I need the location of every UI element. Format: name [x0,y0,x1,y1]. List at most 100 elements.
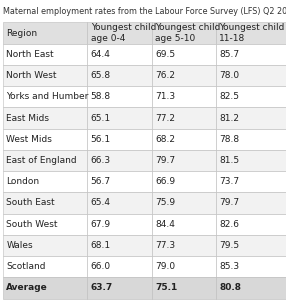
Bar [216,107,286,129]
Bar [152,44,216,65]
Text: 65.1: 65.1 [91,113,111,122]
Text: Region: Region [6,28,37,38]
Bar [87,107,152,129]
Text: 77.2: 77.2 [155,113,175,122]
Bar [216,171,286,192]
Text: 65.8: 65.8 [91,71,111,80]
Text: Yorks and Humber: Yorks and Humber [6,92,89,101]
Bar [152,107,216,129]
Text: 76.2: 76.2 [155,71,175,80]
Bar [3,107,87,129]
Text: North East: North East [6,50,54,59]
Text: Youngest child
age 0-4: Youngest child age 0-4 [91,23,156,43]
Bar [216,65,286,86]
Bar [87,129,152,150]
Text: East of England: East of England [6,156,77,165]
Text: North West: North West [6,71,57,80]
Text: 79.0: 79.0 [155,262,175,271]
Bar [152,277,216,298]
Bar [3,86,87,107]
Bar [152,256,216,277]
Text: Youngest child
age 5-10: Youngest child age 5-10 [155,23,221,43]
Bar [87,277,152,298]
Text: 69.5: 69.5 [155,50,175,59]
Text: 73.7: 73.7 [219,177,239,186]
Text: 82.5: 82.5 [219,92,239,101]
Bar [87,214,152,235]
Bar [216,129,286,150]
Text: 66.3: 66.3 [91,156,111,165]
Text: 79.5: 79.5 [219,241,239,250]
Text: 81.5: 81.5 [219,156,239,165]
Bar [216,192,286,214]
Text: 79.7: 79.7 [219,199,239,208]
Text: South West: South West [6,220,58,229]
Text: 81.2: 81.2 [219,113,239,122]
Text: Scotland: Scotland [6,262,46,271]
Bar [3,22,87,44]
Text: London: London [6,177,39,186]
Bar [152,171,216,192]
Bar [152,129,216,150]
Text: 68.2: 68.2 [155,135,175,144]
Text: Youngest child age
11-18: Youngest child age 11-18 [219,23,286,43]
Bar [152,65,216,86]
Bar [87,235,152,256]
Text: 65.4: 65.4 [91,199,111,208]
Text: South East: South East [6,199,55,208]
Text: 56.7: 56.7 [91,177,111,186]
Text: 75.9: 75.9 [155,199,175,208]
Text: 85.7: 85.7 [219,50,239,59]
Bar [87,192,152,214]
Bar [3,44,87,65]
Bar [216,44,286,65]
Bar [152,150,216,171]
Text: 75.1: 75.1 [155,284,177,292]
Text: 80.8: 80.8 [219,284,241,292]
Bar [152,235,216,256]
Text: 63.7: 63.7 [91,284,113,292]
Bar [3,192,87,214]
Text: 85.3: 85.3 [219,262,239,271]
Text: 56.1: 56.1 [91,135,111,144]
Bar [87,22,152,44]
Bar [152,86,216,107]
Bar [152,192,216,214]
Bar [216,256,286,277]
Text: 67.9: 67.9 [91,220,111,229]
Text: 71.3: 71.3 [155,92,175,101]
Bar [216,150,286,171]
Text: 64.4: 64.4 [91,50,110,59]
Bar [3,235,87,256]
Text: 58.8: 58.8 [91,92,111,101]
Bar [87,86,152,107]
Bar [152,214,216,235]
Bar [216,235,286,256]
Bar [87,44,152,65]
Bar [3,65,87,86]
Bar [3,277,87,298]
Bar [152,22,216,44]
Text: 78.0: 78.0 [219,71,239,80]
Text: 79.7: 79.7 [155,156,175,165]
Bar [216,277,286,298]
Text: West Mids: West Mids [6,135,52,144]
Text: East Mids: East Mids [6,113,49,122]
Text: 77.3: 77.3 [155,241,175,250]
Bar [216,214,286,235]
Text: 66.0: 66.0 [91,262,111,271]
Bar [87,256,152,277]
Text: Maternal employment rates from the Labour Force Survey (LFS) Q2 2016: Maternal employment rates from the Labou… [3,8,286,16]
Bar [216,86,286,107]
Bar [87,171,152,192]
Text: 66.9: 66.9 [155,177,175,186]
Text: 68.1: 68.1 [91,241,111,250]
Text: 82.6: 82.6 [219,220,239,229]
Text: Wales: Wales [6,241,33,250]
Text: 78.8: 78.8 [219,135,239,144]
Bar [3,256,87,277]
Bar [3,171,87,192]
Text: Average: Average [6,284,48,292]
Bar [3,150,87,171]
Bar [3,129,87,150]
